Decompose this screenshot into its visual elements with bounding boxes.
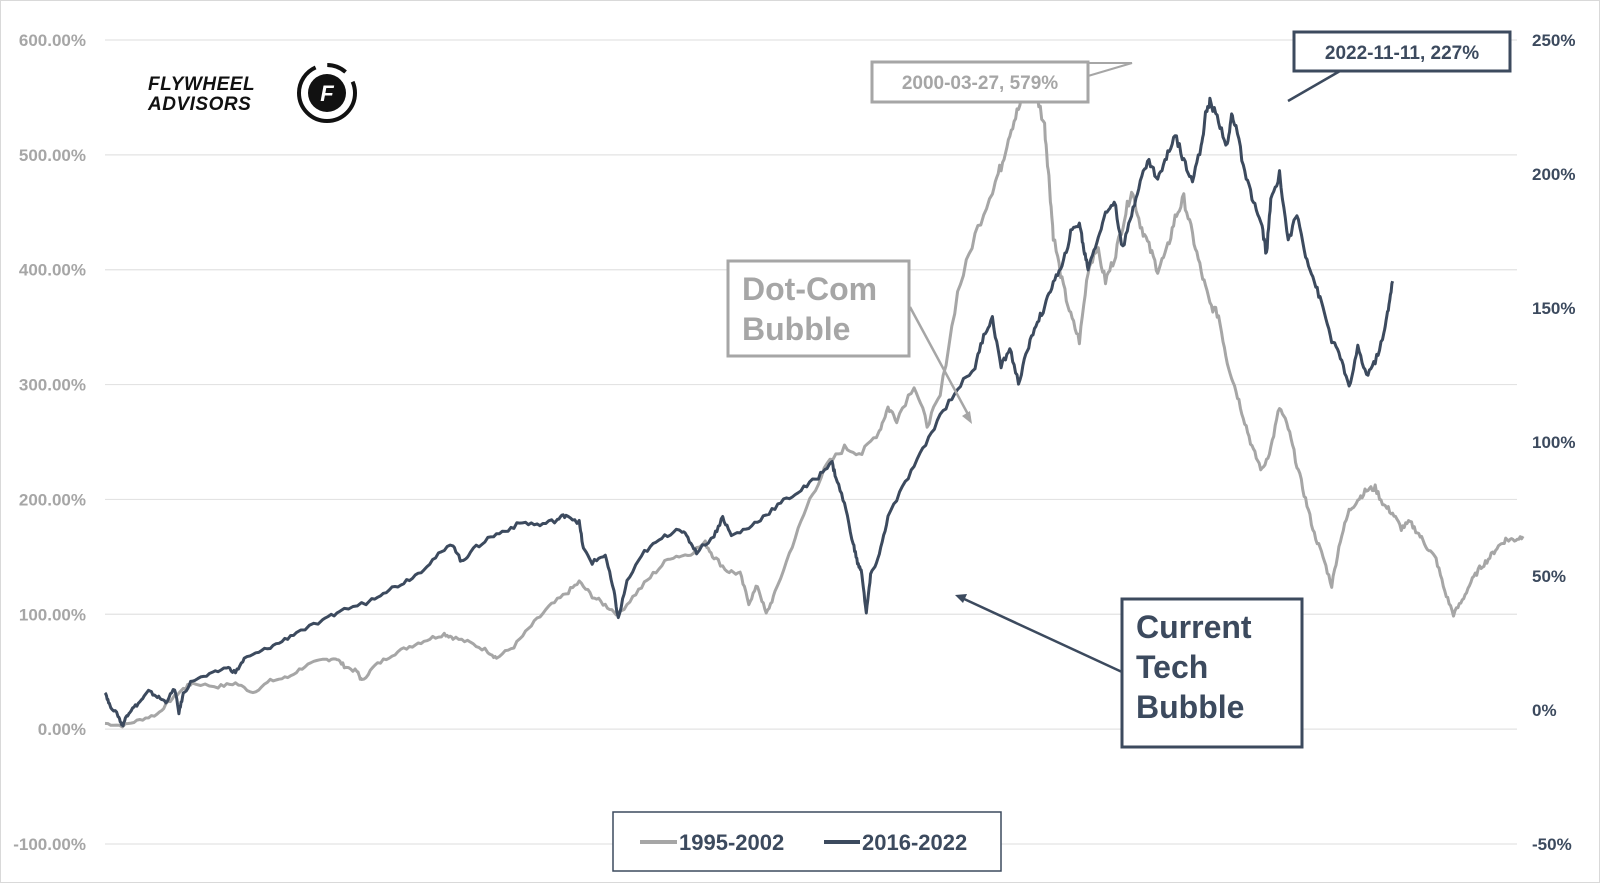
series-group [103, 62, 1525, 729]
annotation-peak-1995-pointer [1087, 62, 1133, 77]
left-tick-label: 500.00% [19, 146, 86, 165]
annotation-current-line1: Current [1136, 609, 1252, 645]
right-tick-label: 250% [1532, 31, 1575, 50]
legend: 1995-2002 2016-2022 [612, 811, 1002, 872]
series-line-2016-2022 [103, 96, 1395, 728]
left-tick-label: 400.00% [19, 261, 86, 280]
annotation-current-pointer [961, 596, 1123, 674]
left-tick-label: 100.00% [19, 605, 86, 624]
annotation-dotcom-box [726, 259, 911, 358]
annotation-current-arrowhead [955, 594, 967, 603]
annotation-peak-2016-text: 2022-11-11, 227% [1325, 43, 1479, 64]
right-tick-label: -50% [1532, 835, 1572, 854]
annotation-dotcom: Dot-Com Bubble [726, 259, 972, 424]
left-axis: 600.00% 500.00% 400.00% 300.00% 200.00% 100.0… [13, 31, 86, 854]
legend-label-2016: 2016-2022 [862, 830, 967, 855]
right-tick-label: 100% [1532, 433, 1575, 452]
annotation-peak-2016-pointer [1287, 69, 1341, 103]
legend-label-1995: 1995-2002 [679, 830, 784, 855]
annotation-peak-2016: 2022-11-11, 227% [1287, 30, 1512, 103]
logo-disc-icon [308, 74, 346, 112]
annotation-current-line3: Bubble [1136, 689, 1244, 725]
legend-box [612, 811, 1002, 872]
logo-ring-icon [297, 63, 357, 123]
logo-line2: ADVISORS [147, 94, 251, 115]
annotation-peak-2016-box [1292, 30, 1512, 73]
annotation-dotcom-arrowhead [962, 411, 972, 424]
right-tick-label: 0% [1532, 701, 1557, 720]
annotation-dotcom-pointer [908, 306, 972, 419]
annotation-current-line2: Tech [1136, 649, 1208, 685]
flywheel-logo: FLYWHEEL ADVISORS F [147, 63, 357, 123]
annotation-peak-1995-box [870, 60, 1090, 104]
annotation-dotcom-line1: Dot-Com [742, 271, 877, 307]
right-tick-label: 50% [1532, 567, 1566, 586]
right-tick-label: 150% [1532, 299, 1575, 318]
annotation-peak-1995: 2000-03-27, 579% [870, 60, 1133, 104]
right-tick-label: 200% [1532, 165, 1575, 184]
right-axis: 250% 200% 150% 100% 50% 0% -50% [1532, 31, 1575, 854]
annotation-peak-1995-text: 2000-03-27, 579% [902, 73, 1058, 94]
left-tick-label: 200.00% [19, 490, 86, 509]
logo-line1: FLYWHEEL [148, 74, 255, 95]
annotation-current-box [1120, 597, 1304, 749]
annotation-current: Current Tech Bubble [955, 594, 1304, 749]
left-tick-label: 0.00% [38, 720, 86, 739]
left-tick-label: 300.00% [19, 376, 86, 395]
left-tick-label: -100.00% [13, 835, 86, 854]
logo-mark: F [320, 81, 334, 106]
annotation-dotcom-line2: Bubble [742, 311, 850, 347]
left-tick-label: 600.00% [19, 31, 86, 50]
series-line-1995-2002 [104, 62, 1525, 729]
